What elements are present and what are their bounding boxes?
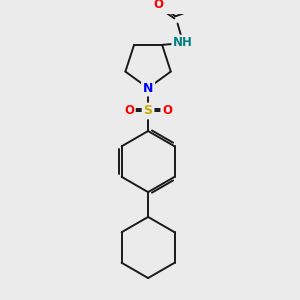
- Text: NH: NH: [173, 37, 193, 50]
- Text: O: O: [153, 0, 163, 11]
- Text: O: O: [124, 103, 134, 116]
- Text: N: N: [143, 82, 153, 94]
- Text: S: S: [144, 104, 153, 118]
- Text: O: O: [162, 103, 172, 116]
